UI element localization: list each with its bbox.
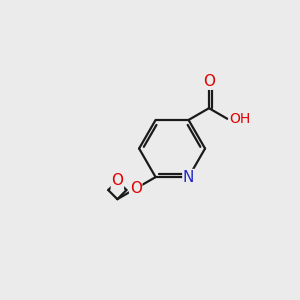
Text: N: N bbox=[183, 169, 194, 184]
Text: O: O bbox=[203, 74, 215, 89]
Text: O: O bbox=[111, 173, 123, 188]
Text: OH: OH bbox=[229, 112, 250, 126]
Text: O: O bbox=[130, 181, 142, 196]
